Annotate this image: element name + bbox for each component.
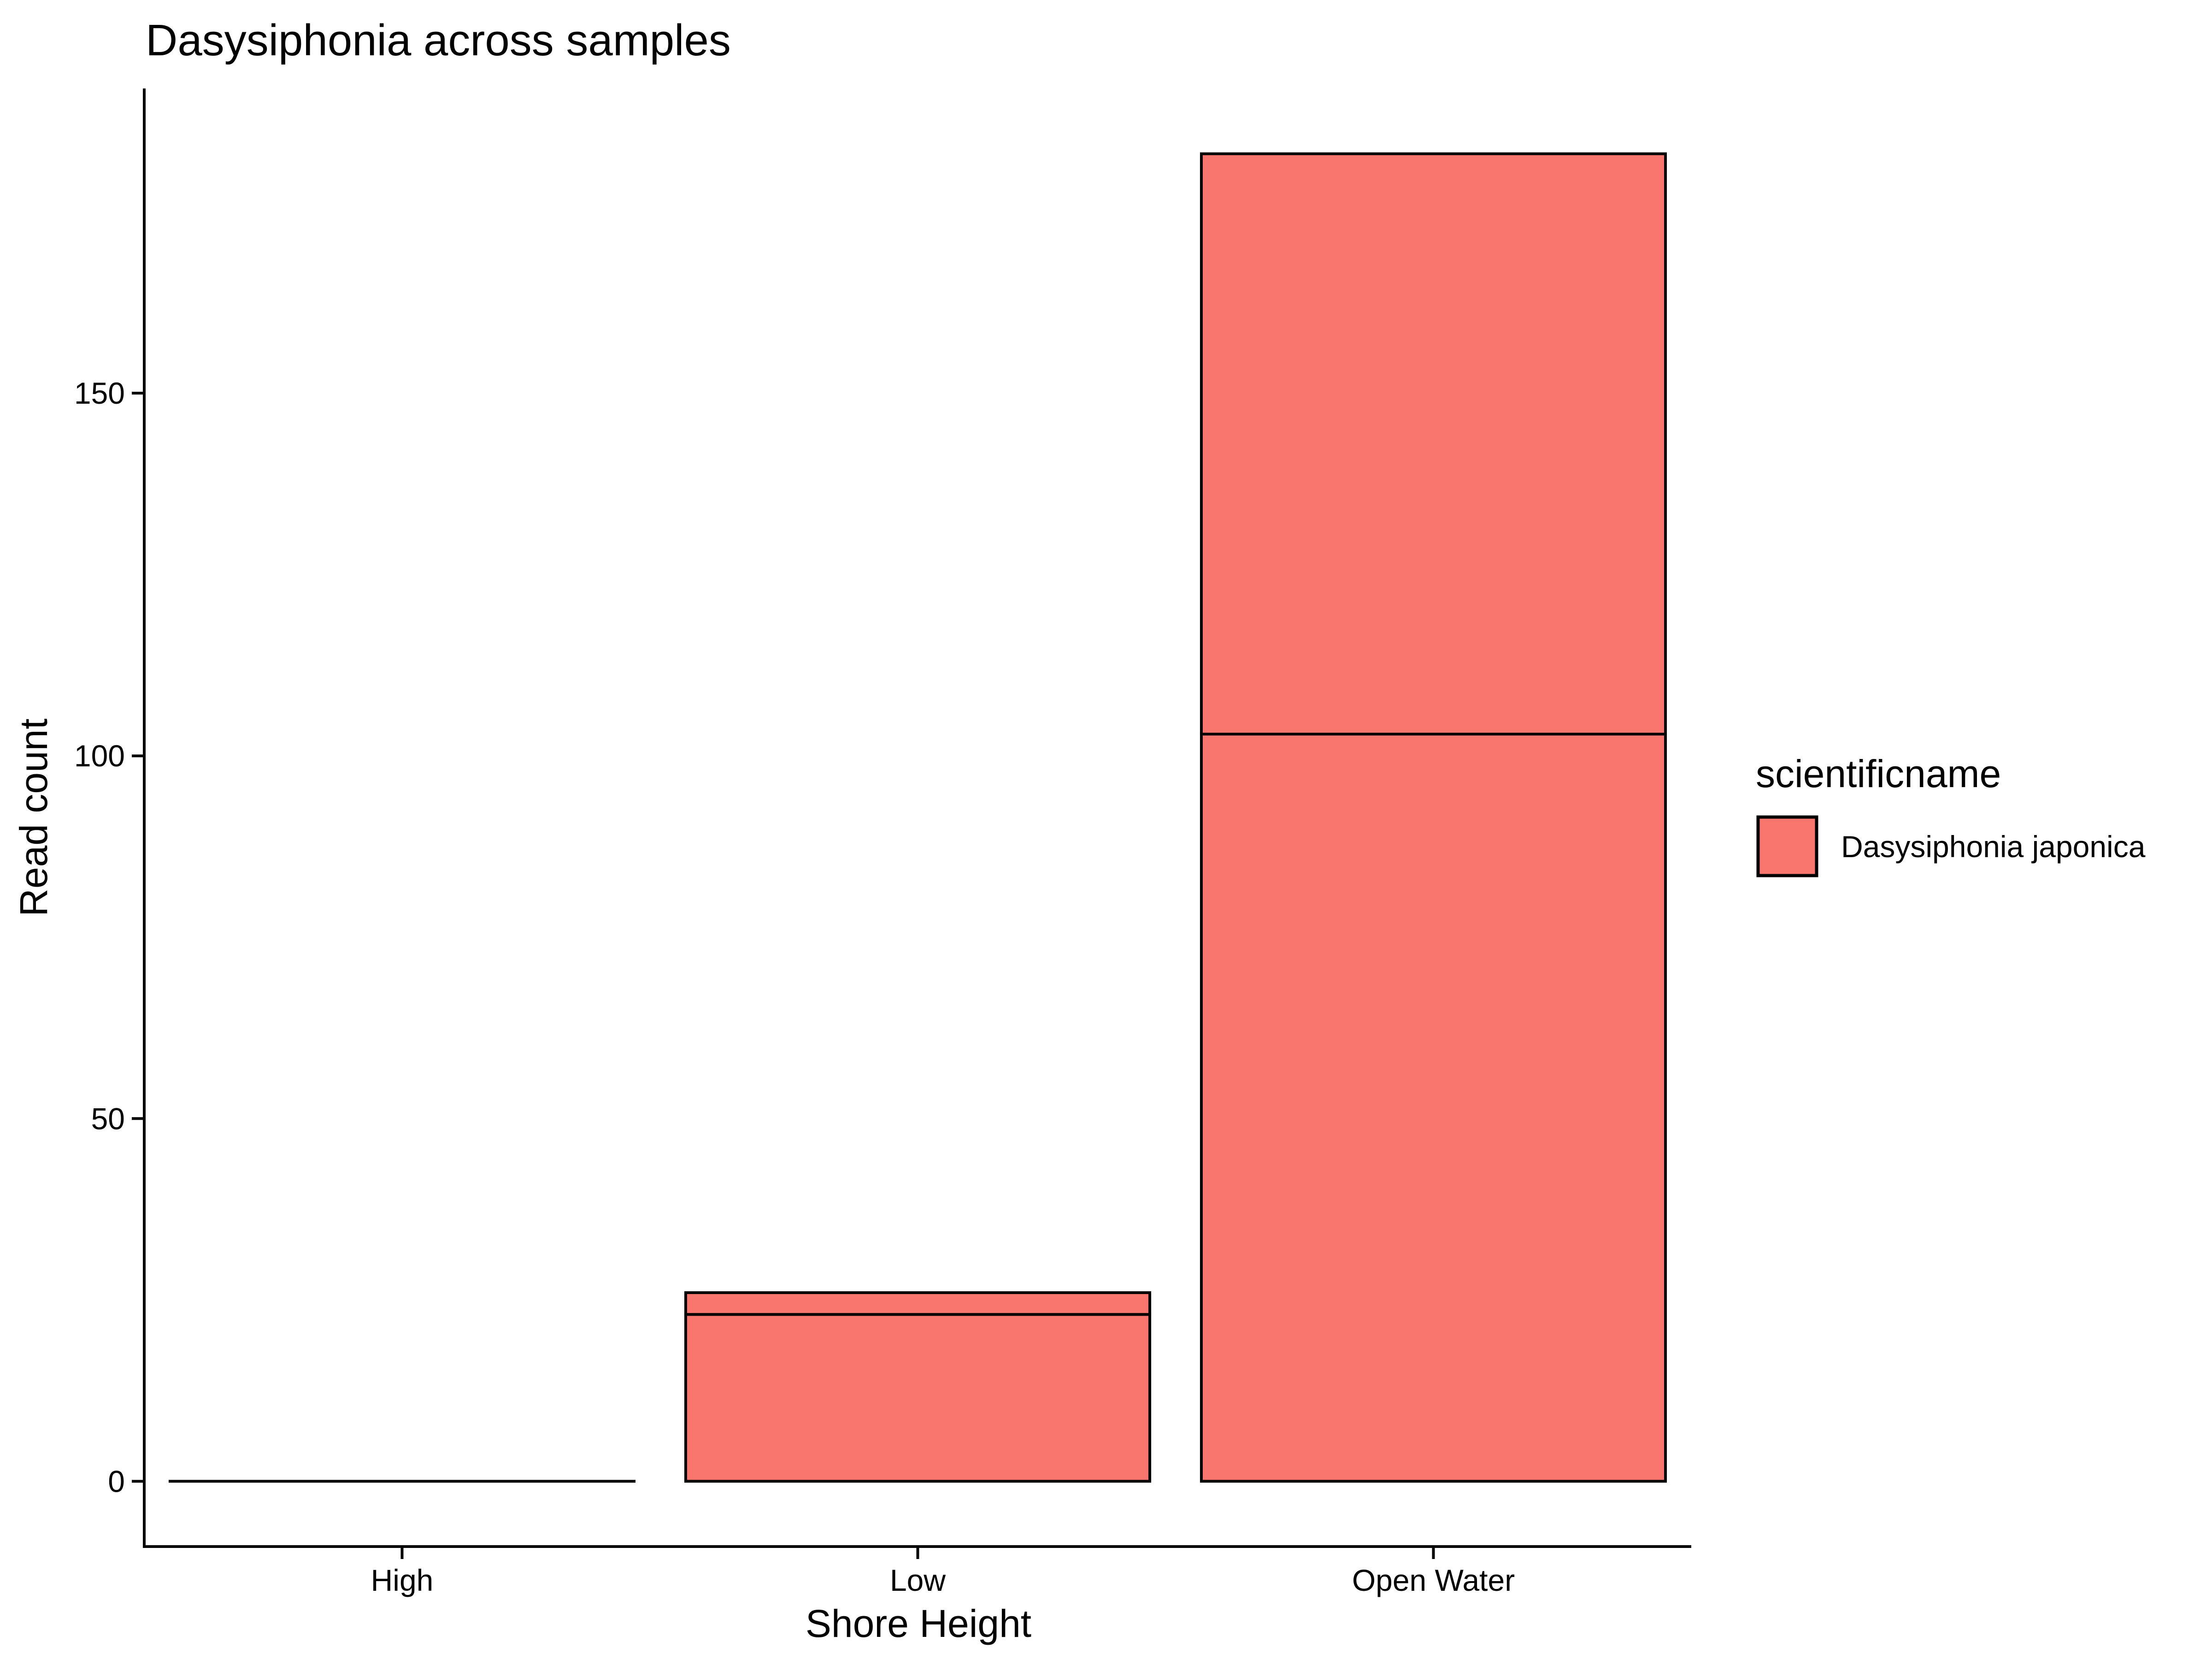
x-tick-label: Low [890, 1563, 946, 1597]
bar-open-water-segment-1 [1200, 732, 1667, 1483]
y-tick-label: 50 [91, 1101, 125, 1135]
legend-key-dasysiphonia-japonica [1756, 815, 1818, 877]
x-axis-ticks: High Low Open Water [371, 1547, 1515, 1597]
y-axis-title: Read count [12, 718, 55, 917]
bar-open-water-segment-2 [1200, 152, 1667, 735]
x-tick-label: High [371, 1563, 434, 1597]
legend: scientificname Dasysiphonia japonica [1756, 752, 2146, 877]
y-tick-label: 0 [108, 1464, 125, 1498]
bar-low-segment-2 [684, 1291, 1152, 1316]
y-tick-label: 150 [74, 376, 125, 410]
legend-title: scientificname [1756, 752, 2001, 795]
y-axis-ticks: 0 50 100 150 [74, 376, 144, 1498]
x-axis-title: Shore Height [806, 1602, 1031, 1645]
chart-title: Dasysiphonia across samples [146, 16, 731, 65]
bar-low-segment-1 [684, 1313, 1152, 1483]
y-tick-label: 100 [74, 739, 125, 773]
x-tick-label: Open Water [1352, 1563, 1515, 1597]
legend-label-dasysiphonia-japonica: Dasysiphonia japonica [1841, 830, 2146, 864]
plot-area [168, 152, 1667, 1483]
